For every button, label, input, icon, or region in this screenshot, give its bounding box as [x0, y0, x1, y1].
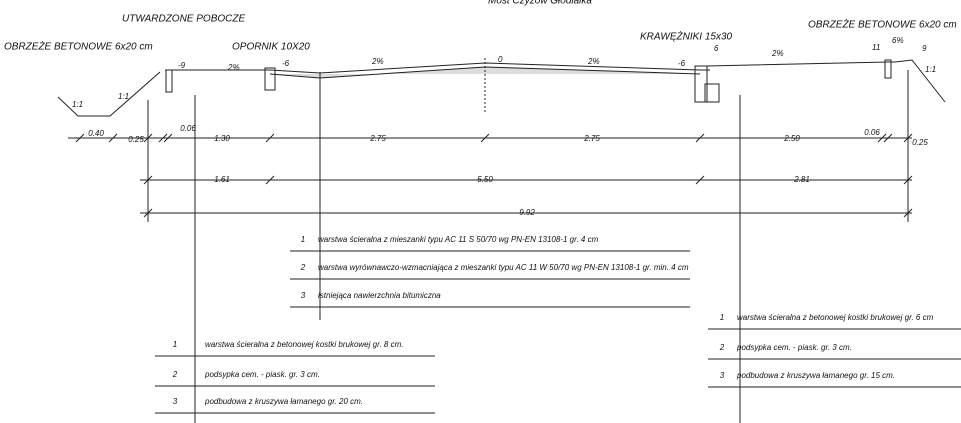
- dimension: 1.61: [214, 175, 230, 184]
- row-text: podsypka cem. - piask. gr. 3 cm.: [204, 370, 320, 379]
- row-number: 1: [173, 340, 177, 349]
- row-text: warstwa wyrównawczo-wzmacniająca z miesz…: [318, 263, 689, 272]
- left-edge: [165, 69, 173, 93]
- road-surface: [165, 62, 710, 74]
- tick: [883, 133, 893, 143]
- row-text: podsypka cem. - piask. gr. 3 cm.: [736, 343, 852, 352]
- row-text: warstwa ścieralna z mieszanki typu AC 11…: [318, 235, 599, 244]
- level: 6: [714, 44, 719, 53]
- label: UTWARDZONE POBOCZE: [122, 14, 245, 25]
- row-number: 2: [300, 263, 306, 272]
- dimension: 1.30: [214, 134, 230, 143]
- dimension: 0.25: [128, 135, 144, 144]
- label: OBRZEŻE BETONOWE 6x20 cm: [808, 19, 957, 31]
- dimension: 2.50: [783, 134, 800, 143]
- row-text: podbudowa z kruszywa łamanego gr. 20 cm.: [204, 397, 363, 406]
- slope: 1:1: [925, 65, 936, 74]
- dimension: 2.75: [583, 134, 600, 143]
- slope: 6%: [892, 36, 904, 45]
- tick: [75, 133, 85, 143]
- tick: [480, 133, 490, 143]
- tick: [163, 133, 173, 143]
- left-curb: [264, 67, 276, 91]
- dimension: 0.25: [912, 138, 928, 147]
- level: -9: [178, 61, 186, 70]
- row-text: warstwa ścieralna z betonowej kostki bru…: [737, 313, 934, 322]
- curb-bench: [704, 83, 720, 103]
- dimension: 0.06: [864, 128, 880, 137]
- tick: [903, 208, 913, 218]
- tick: [143, 208, 153, 218]
- row-number: 1: [301, 235, 305, 244]
- row-number: 2: [719, 343, 725, 352]
- tick: [143, 175, 153, 185]
- right-sidewalk: [706, 59, 946, 103]
- tick: [903, 175, 913, 185]
- tick: [265, 175, 275, 185]
- slope: 1:1: [72, 100, 83, 109]
- tick: [695, 175, 705, 185]
- row-text: istniejąca nawierzchnia bitumiczna: [318, 291, 441, 300]
- row-number: 3: [720, 371, 725, 380]
- level: 11: [872, 43, 880, 52]
- level: -6: [678, 59, 686, 68]
- right-edge: [884, 59, 892, 79]
- tick: [143, 133, 153, 143]
- slope: 2%: [771, 49, 784, 58]
- row-number: 2: [172, 370, 178, 379]
- dimension: 2.75: [369, 134, 386, 143]
- level: -6: [282, 59, 290, 68]
- row-text: warstwa ścieralna z betonowej kostki bru…: [205, 340, 403, 349]
- row-number: 3: [173, 397, 178, 406]
- tick: [695, 133, 705, 143]
- road-layers: [269, 66, 701, 79]
- dimension: 0.40: [88, 129, 104, 138]
- row-number: 1: [720, 313, 724, 322]
- slope: 2%: [587, 57, 600, 66]
- dimension: 0.06: [180, 124, 196, 133]
- level: 9: [922, 44, 927, 53]
- tick: [903, 133, 913, 143]
- row-text: podbudowa z kruszywa łamanego gr. 15 cm.: [736, 371, 895, 380]
- dimension: 5.50: [477, 175, 493, 184]
- slope: 2%: [227, 63, 240, 72]
- label: OPORNIK 10X20: [232, 42, 310, 53]
- slope: 2%: [371, 57, 384, 66]
- dimension: 2.81: [793, 175, 810, 184]
- slope: 1:1: [118, 92, 129, 101]
- tick: [158, 133, 168, 143]
- label: KRAWĘŻNIKI 15x30: [640, 31, 733, 43]
- label: OBRZEŻE BETONOWE 6x20 cm: [4, 41, 153, 53]
- tick: [265, 133, 275, 143]
- row-number: 3: [301, 291, 306, 300]
- left-ditch: [57, 71, 161, 117]
- tick: [877, 133, 887, 143]
- dimension: 9.92: [519, 208, 535, 217]
- title: Most Czyżów Głodlalka: [488, 0, 592, 7]
- tick: [108, 133, 118, 143]
- level: 0: [498, 55, 503, 64]
